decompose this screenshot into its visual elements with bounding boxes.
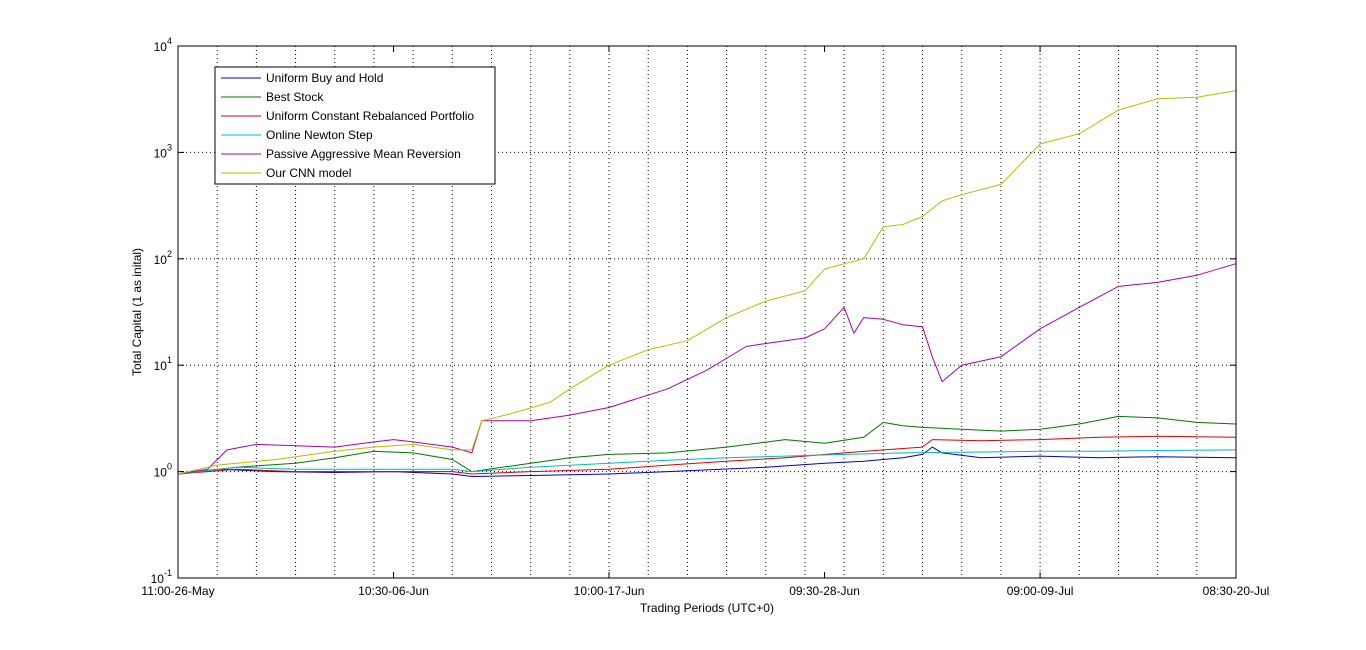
legend-box: [214, 66, 496, 185]
series-line-2: [177, 415, 1237, 475]
x-tick-label: 08:30-20-Jul: [1203, 584, 1270, 598]
legend-label: Passive Aggressive Mean Reversion: [266, 147, 461, 161]
y-axis-ticks: 10-1 100 101 102 103 104: [151, 36, 1236, 586]
legend-label: Our CNN model: [266, 166, 351, 180]
legend-label: Uniform Constant Rebalanced Portfolio: [266, 109, 474, 123]
legend: Uniform Buy and Hold Best Stock Uniform Co…: [214, 66, 496, 185]
x-tick-label: 11:00-26-May: [141, 584, 214, 598]
series-line-3: [177, 435, 1237, 475]
series-line-6: [177, 90, 1237, 475]
y-tick-label: 10-1: [151, 568, 172, 586]
series-line-4: [177, 449, 1237, 475]
x-tick-label: 09:30-28-Jun: [789, 584, 860, 598]
y-axis-label: Total Capital (1 as inital): [130, 248, 144, 376]
legend-label: Uniform Buy and Hold: [266, 71, 383, 85]
series-line-5: [177, 263, 1237, 475]
y-tick-label: 101: [154, 355, 172, 373]
x-tick-label: 09:00-09-Jul: [1007, 584, 1074, 598]
y-tick-label: 104: [154, 36, 172, 54]
y-tick-label: 102: [154, 249, 172, 267]
y-tick-label: 100: [154, 462, 172, 480]
x-tick-label: 10:00-17-Jun: [574, 584, 645, 598]
x-tick-label: 10:30-06-Jun: [358, 584, 429, 598]
legend-label: Online Newton Step: [266, 128, 373, 142]
plot-frame: [177, 45, 1237, 579]
x-axis-label: Trading Periods (UTC+0): [640, 601, 774, 615]
y-tick-label: 103: [154, 142, 172, 160]
x-axis-ticks: 11:00-26-May 10:30-06-Jun 10:00-17-Jun 09:3…: [141, 46, 1269, 598]
data-series: [177, 90, 1237, 477]
legend-label: Best Stock: [266, 90, 324, 104]
